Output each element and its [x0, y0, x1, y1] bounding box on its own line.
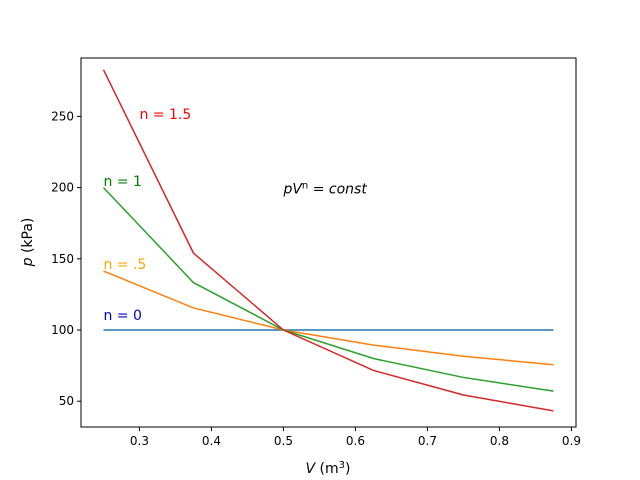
y-tick-label: 50: [59, 394, 74, 408]
curve-annotations: n = 0 n = .5 n = 1 n = 1.5: [103, 107, 191, 324]
y-axis-ticks: 50 100 150 200 250: [51, 109, 81, 408]
x-tick-label: 0.8: [490, 434, 509, 448]
equation-annotation: pVn = const: [282, 180, 367, 198]
x-tick-label: 0.5: [274, 434, 293, 448]
x-axis-label: V (m3): [306, 460, 351, 478]
curve-label-3: n = 1.5: [139, 107, 191, 123]
curve-label-1: n = .5: [103, 257, 146, 273]
x-tick-label: 0.3: [130, 434, 149, 448]
y-tick-label: 250: [51, 109, 74, 123]
series-line-1: [103, 270, 554, 366]
plot-area-frame: [80, 57, 577, 428]
series-line-3: [102, 69, 554, 412]
curve-label-0: n = 0: [103, 308, 141, 324]
x-tick-label: 0.4: [202, 434, 221, 448]
x-axis-ticks: 0.3 0.4 0.5 0.6 0.7 0.8 0.9: [130, 427, 581, 448]
y-axis-label: p (kPa): [20, 218, 36, 268]
x-tick-label: 0.6: [346, 434, 365, 448]
x-tick-label: 0.9: [562, 434, 581, 448]
curve-label-2: n = 1: [103, 174, 141, 190]
series-line-2: [102, 187, 554, 392]
y-tick-label: 200: [51, 181, 74, 195]
series-lines: [102, 69, 554, 412]
x-tick-label: 0.7: [418, 434, 437, 448]
y-tick-label: 100: [51, 323, 74, 337]
y-tick-label: 150: [51, 252, 74, 266]
